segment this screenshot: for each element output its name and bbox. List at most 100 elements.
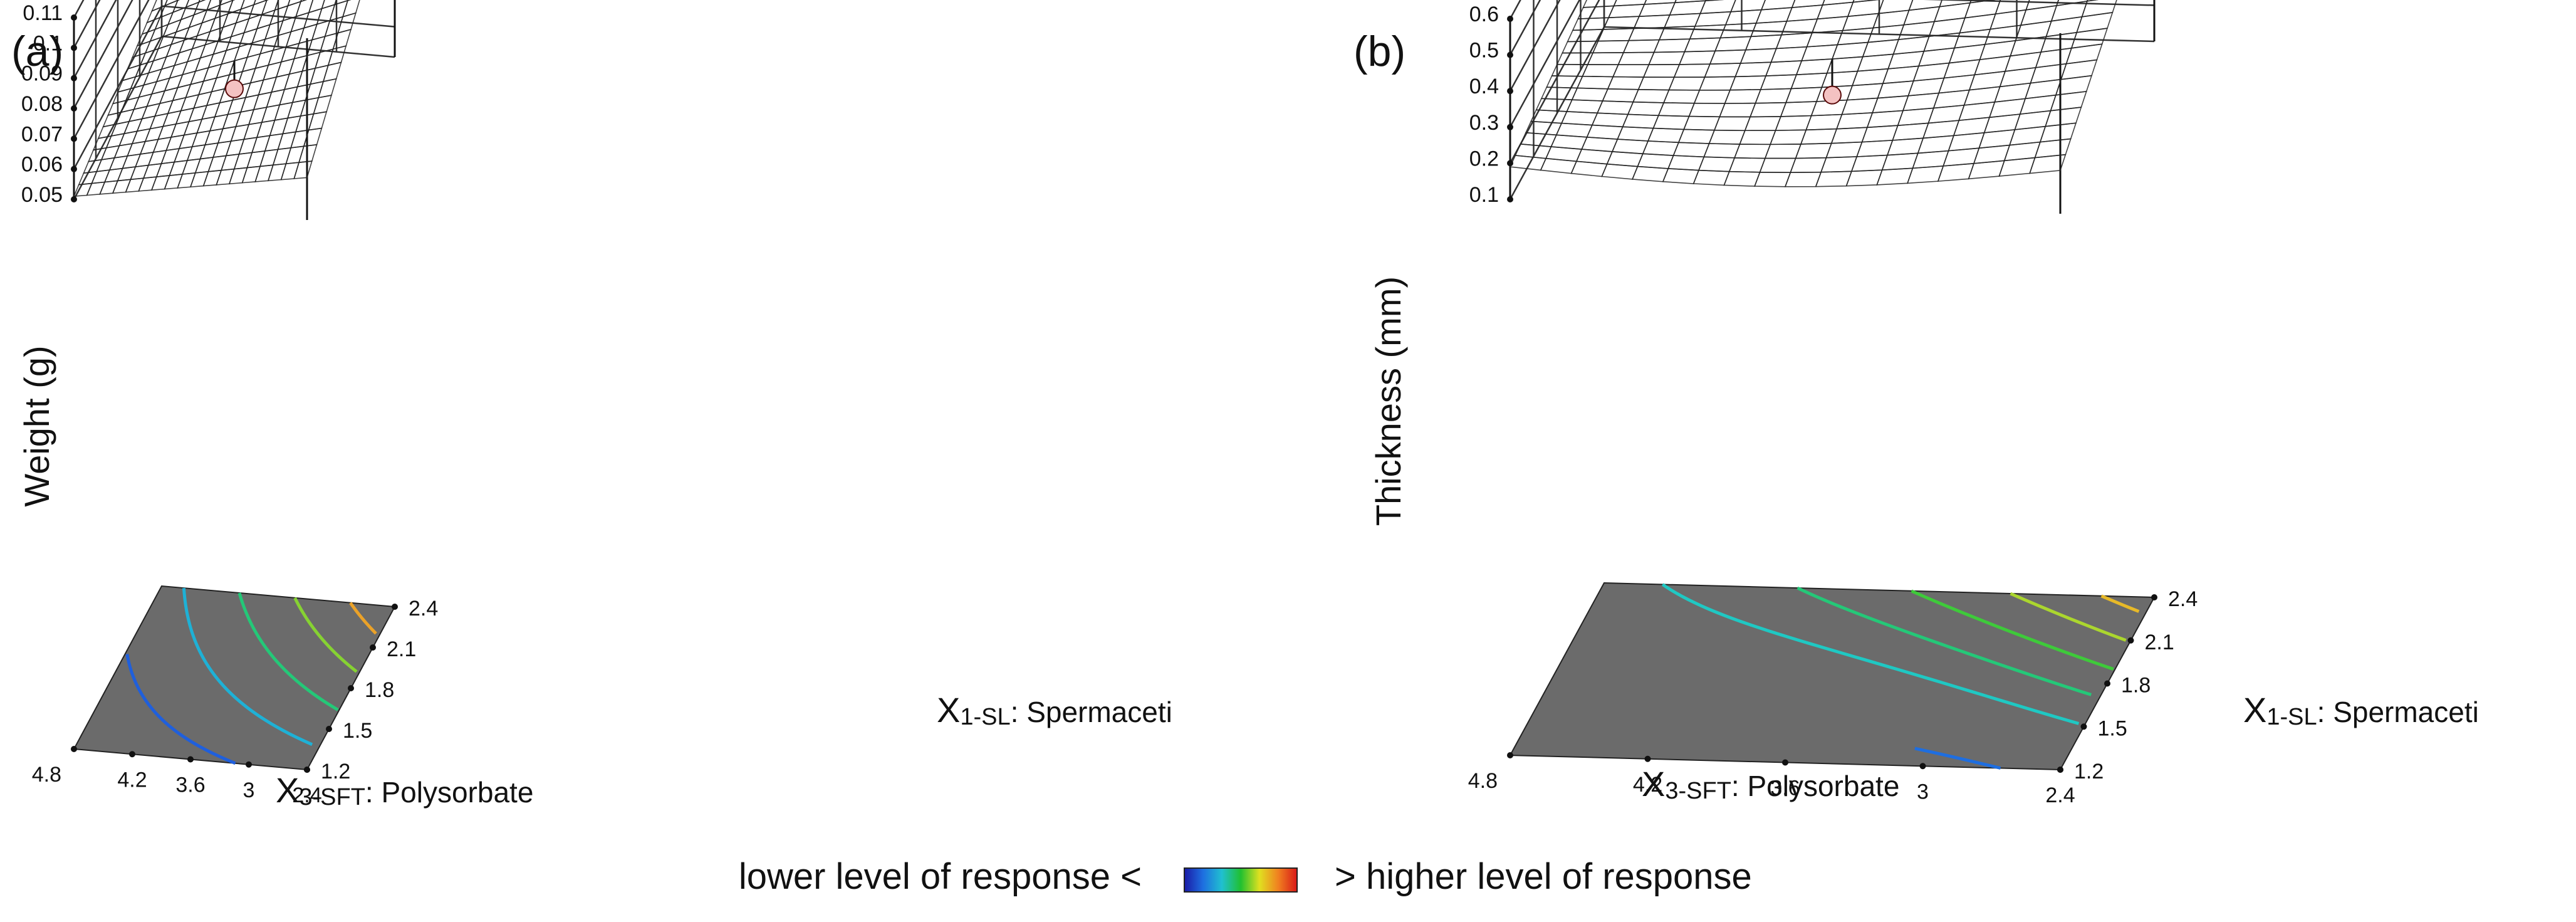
- x3-tick-label: 3.6: [1770, 777, 1800, 800]
- surface-cell: [193, 0, 212, 16]
- surface-cell: [1830, 127, 1869, 144]
- x1-tick-mark: [2127, 637, 2134, 644]
- z-tick-label: 0.6: [1469, 3, 1499, 26]
- x1-tick-label: 2.4: [2168, 587, 2198, 611]
- surface-cell: [1800, 128, 1838, 145]
- surface-cell: [1668, 76, 1706, 91]
- x1-tick-label: 1.2: [2074, 760, 2104, 783]
- z-tick-mark: [1507, 51, 1513, 58]
- x3-tick-mark: [1919, 763, 1926, 770]
- z-tick-mark: [71, 165, 77, 172]
- x1-tick-mark: [2151, 594, 2157, 600]
- panel-a-design-points: [225, 60, 244, 98]
- x3-label-main: X: [1642, 764, 1665, 804]
- surface-cell: [1622, 39, 1661, 53]
- x1-tick-mark: [392, 604, 398, 610]
- surface-cell: [1709, 49, 1747, 65]
- surface-cell: [1570, 160, 1608, 177]
- surface-cell: [180, 1, 200, 21]
- surface-cell: [1795, 142, 1832, 159]
- grid-line-z: [73, 0, 117, 79]
- surface-cell: [1657, 102, 1696, 117]
- x3-tick-mark: [246, 761, 252, 768]
- panel-a-ticks: 0.05 0.06 0.07 0.08 0.09 0.1 0.11 4.8 4.2 3.6 3 2.4…: [21, 1, 438, 807]
- surface-cell: [232, 0, 236, 1]
- design-point: [1823, 85, 1842, 105]
- floor-plane: [1509, 582, 2156, 771]
- surface-cell: [1820, 156, 1858, 173]
- z-tick-label: 0.3: [1469, 111, 1499, 135]
- surface-cell: [1566, 99, 1603, 114]
- x3-tick-label: 4.8: [32, 763, 61, 787]
- z-tick-label: 0.08: [21, 92, 63, 116]
- contour-line: [2010, 592, 2127, 642]
- z-tick-label: 0.09: [21, 62, 63, 86]
- surface-cell: [1825, 141, 1863, 159]
- surface-cell: [1673, 63, 1711, 78]
- surface-cell: [1631, 165, 1669, 182]
- x3-tick-label: 4.8: [1468, 769, 1498, 793]
- surface-cell: [1770, 129, 1807, 145]
- surface-cell: [1576, 75, 1614, 90]
- surface-cell: [1672, 142, 1710, 158]
- surface-cell: [1785, 86, 1823, 103]
- x1-tick-mark: [2104, 680, 2110, 687]
- surface-cell: [1759, 157, 1796, 173]
- surface-cell: [1627, 26, 1666, 41]
- surface-cell: [1592, 39, 1630, 54]
- grid-line-z: [73, 0, 133, 109]
- surface-cell: [1678, 50, 1716, 65]
- surface-cell: [159, 0, 179, 19]
- x3-tick-mark: [71, 746, 77, 752]
- panel-b-x1-label: X1-SL: Spermaceti: [2243, 690, 2479, 730]
- contour-line: [349, 602, 377, 635]
- legend-left-text: lower level of response <: [739, 856, 1142, 897]
- surface-cell: [1699, 76, 1736, 91]
- z-tick-label: 0.1: [33, 31, 63, 55]
- surface-cell: [149, 23, 169, 43]
- surface-cell: [1648, 51, 1686, 66]
- surface-cell: [293, 160, 313, 179]
- contour-line: [2100, 594, 2140, 613]
- x3-label-rest: : Polysorbate: [1731, 770, 1899, 802]
- surface-cell: [1723, 170, 1761, 187]
- panel-a-weight: (a) 0.05 0.06 0.07 0.08 0.09 0.1 0.11 4.8 4.2 3.6…: [11, 0, 1172, 810]
- surface-cell: [1714, 36, 1752, 52]
- panel-b-contours: [1661, 583, 2140, 770]
- surface-cell: [1744, 116, 1782, 132]
- x3-tick-mark: [129, 751, 135, 758]
- surface-cell: [1683, 115, 1721, 131]
- surface-cell: [1597, 100, 1634, 115]
- surface-cell: [162, 19, 182, 38]
- x1-label-sub: 1-SL: [960, 704, 1010, 730]
- surface-cell: [1728, 157, 1766, 173]
- x3-label-main: X: [276, 770, 299, 810]
- surface-cell: [1755, 88, 1792, 104]
- surface-cell: [1633, 14, 1671, 29]
- x1-label-sub: 1-SL: [2266, 704, 2317, 730]
- z-tick-mark: [71, 14, 77, 21]
- z-tick-label: 0.07: [21, 122, 63, 146]
- surface-cell: [1597, 28, 1635, 42]
- z-tick-label: 0.1: [1469, 183, 1499, 207]
- x1-tick-label: 1.8: [365, 678, 394, 702]
- surface-cell: [175, 14, 195, 33]
- x1-tick-label: 2.1: [2145, 631, 2174, 654]
- surface-cell: [1627, 101, 1665, 117]
- x1-tick-mark: [326, 726, 332, 732]
- x3-label-rest: : Polysorbate: [365, 776, 533, 809]
- surface-cell: [1693, 89, 1731, 104]
- surface-cell: [1733, 144, 1771, 159]
- z-tick-label: 0.2: [1469, 147, 1499, 170]
- surface-cell: [1719, 102, 1756, 118]
- surface-cell: [1602, 88, 1639, 103]
- x1-tick-label: 2.4: [409, 597, 438, 621]
- panel-b-thickness: (b) 0.10.20.30.40.50.64.8 4.2 3.6 3 2.41.21.…: [1353, 0, 2479, 807]
- x3-tick-label: 4.2: [1633, 773, 1662, 797]
- surface-cell: [1764, 144, 1802, 159]
- x1-tick-mark: [370, 644, 376, 651]
- z-tick-label: 0.4: [1469, 75, 1499, 98]
- color-legend: lower level of response < > higher level…: [739, 856, 1752, 897]
- z-tick-mark: [1507, 196, 1513, 202]
- z-tick-label: 0.11: [23, 1, 63, 25]
